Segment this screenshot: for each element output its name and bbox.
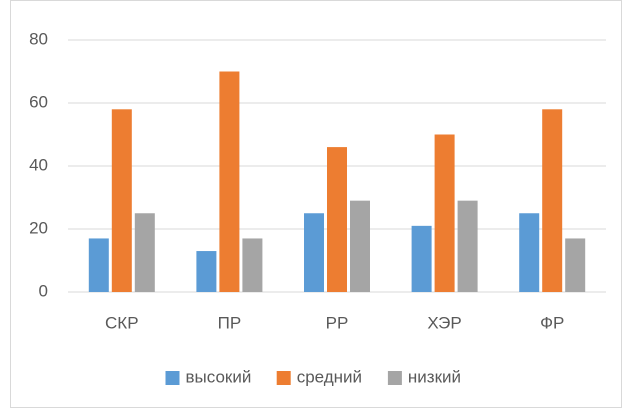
- x-tick-label: ХЭР: [427, 313, 461, 332]
- bar: [196, 251, 217, 292]
- x-tick-label: СКР: [105, 313, 139, 332]
- x-tick-label: РР: [326, 313, 349, 332]
- bar: [457, 200, 478, 292]
- chart-border: [10, 0, 622, 408]
- legend-label: низкий: [408, 367, 461, 386]
- y-tick-label: 0: [39, 281, 48, 300]
- y-tick-label: 20: [29, 218, 48, 237]
- y-tick-label: 80: [29, 29, 48, 48]
- legend-swatch: [276, 371, 291, 385]
- bar: [542, 109, 563, 292]
- bar: [519, 213, 540, 292]
- bar: [411, 225, 432, 292]
- x-tick-label: ФР: [540, 313, 564, 332]
- bar: [88, 238, 109, 292]
- bar: [327, 147, 347, 292]
- bar: [565, 238, 586, 292]
- bar: [350, 200, 370, 292]
- bar: [219, 71, 240, 292]
- legend-label: средний: [297, 367, 362, 386]
- y-tick-label: 40: [29, 155, 48, 174]
- bar: [111, 109, 132, 292]
- x-tick-label: ПР: [218, 313, 242, 332]
- bar: [304, 213, 324, 292]
- bar: [134, 213, 155, 292]
- bar: [242, 238, 263, 292]
- legend-swatch: [165, 371, 180, 385]
- bar: [434, 134, 455, 292]
- y-tick-label: 60: [29, 92, 48, 111]
- legend-swatch: [387, 371, 402, 385]
- legend-label: высокий: [186, 367, 252, 386]
